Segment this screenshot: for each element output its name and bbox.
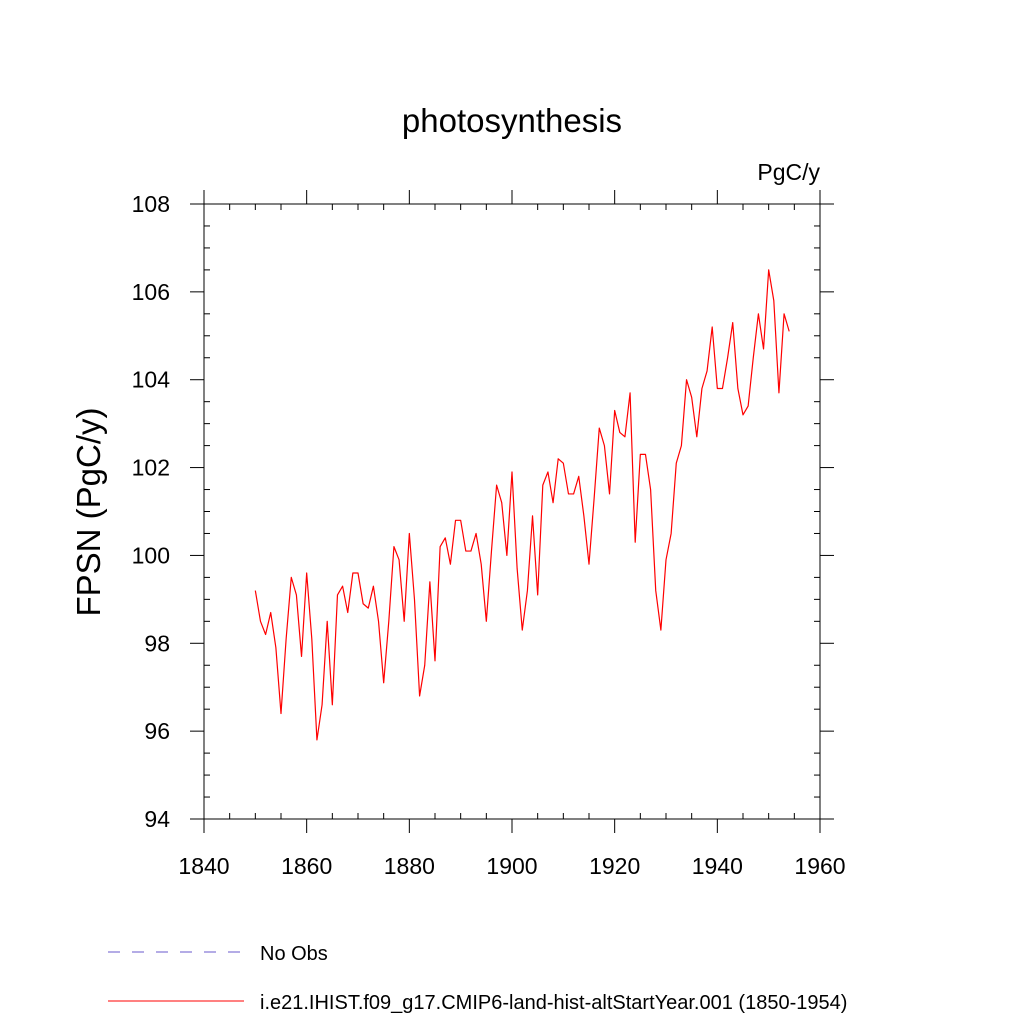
y-tick-label: 108 <box>132 191 170 217</box>
y-tick-label: 96 <box>144 718 170 744</box>
axis-tick-labels: 1840 1860 1880 1900 1920 1940 1960 94 96 98 100 102… <box>132 191 846 879</box>
y-tick-label: 102 <box>132 455 170 481</box>
x-tick-label: 1880 <box>384 853 435 879</box>
x-tick-label: 1840 <box>178 853 229 879</box>
legend-label: i.e21.IHIST.f09_g17.CMIP6-land-hist-altS… <box>260 992 847 1014</box>
series-layer <box>254 269 790 741</box>
axis-ticks <box>190 190 834 833</box>
x-tick-label: 1920 <box>589 853 640 879</box>
x-tick-label: 1900 <box>486 853 537 879</box>
x-tick-label: 1860 <box>281 853 332 879</box>
y-axis-label: FPSN (PgC/y) <box>70 407 107 616</box>
plot-frame <box>203 203 821 820</box>
y-tick-label: 100 <box>132 542 170 568</box>
y-tick-label: 98 <box>144 630 170 656</box>
legend-label: No Obs <box>260 943 328 965</box>
chart-title: photosynthesis <box>402 102 622 139</box>
y-tick-label: 106 <box>132 279 170 305</box>
y-tick-label: 94 <box>144 806 170 832</box>
legend: No Obs i.e21.IHIST.f09_g17.CMIP6-land-his… <box>108 943 847 1014</box>
y-tick-label: 104 <box>132 367 171 393</box>
x-tick-label: 1940 <box>692 853 743 879</box>
x-tick-label: 1960 <box>794 853 845 879</box>
series-line <box>254 269 790 741</box>
units-label: PgC/y <box>757 159 820 185</box>
